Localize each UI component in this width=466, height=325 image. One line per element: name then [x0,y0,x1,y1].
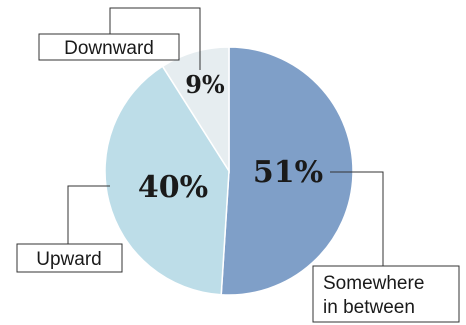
value-label-somewhere: 51% [253,155,323,190]
value-label-downward: 9% [185,70,225,99]
category-label-upward: Upward [36,249,101,270]
pie-slices [104,46,354,296]
label-box-upward [16,243,123,273]
pie-slice-downward [161,46,230,174]
label-box-somewhere [312,265,460,323]
pie-slice-somewhere-in-between [220,46,354,296]
leader-line-downward [109,7,201,70]
category-label-somewhere-line2: in between [323,297,415,318]
category-label-downward: Downward [64,38,154,59]
value-label-upward: 40% [138,170,208,205]
label-box-downward [38,33,180,61]
leader-line-somewhere [330,171,384,266]
leader-line-upward [67,185,110,244]
category-label-somewhere-line1: Somewhere [323,273,424,294]
